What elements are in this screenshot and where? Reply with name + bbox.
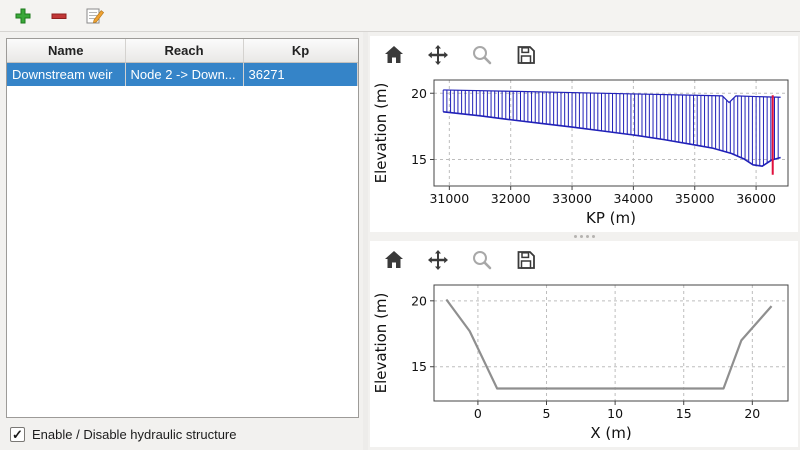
save-icon xyxy=(517,251,535,269)
svg-text:20: 20 xyxy=(744,406,760,421)
zoom-button[interactable] xyxy=(466,40,498,70)
svg-text:20: 20 xyxy=(411,86,427,101)
edit-structure-button[interactable] xyxy=(82,3,108,29)
svg-text:Elevation (m): Elevation (m) xyxy=(372,83,390,184)
svg-text:35000: 35000 xyxy=(675,191,715,206)
cross-section-chart-panel: 0 5 10 15 20 15 20 X (m) Elevation (m) xyxy=(370,241,798,447)
cell-kp[interactable]: 36271 xyxy=(243,62,359,86)
svg-text:34000: 34000 xyxy=(614,191,654,206)
plus-icon xyxy=(15,8,31,23)
main-content: Name Reach Kp Downstream weir Node 2 -> … xyxy=(0,32,800,450)
svg-text:5: 5 xyxy=(543,406,551,421)
table-row[interactable]: Downstream weir Node 2 -> Down... 36271 xyxy=(7,62,359,86)
column-header-name[interactable]: Name xyxy=(7,39,126,63)
remove-structure-button[interactable] xyxy=(46,3,72,29)
main-toolbar xyxy=(0,0,800,32)
svg-text:X (m): X (m) xyxy=(590,424,631,442)
column-header-kp[interactable]: Kp xyxy=(243,39,358,63)
minus-icon xyxy=(51,13,67,19)
home-icon xyxy=(385,46,403,63)
enable-structure-row: ✓ Enable / Disable hydraulic structure xyxy=(6,418,359,446)
edit-icon xyxy=(86,8,105,23)
add-structure-button[interactable] xyxy=(10,3,36,29)
svg-text:15: 15 xyxy=(676,406,692,421)
svg-text:0: 0 xyxy=(474,406,482,421)
horizontal-splitter[interactable] xyxy=(370,232,798,241)
save-icon xyxy=(517,46,535,64)
home-button[interactable] xyxy=(378,245,410,275)
svg-text:20: 20 xyxy=(411,293,427,308)
svg-text:32000: 32000 xyxy=(491,191,531,206)
column-header-reach[interactable]: Reach xyxy=(125,39,244,63)
cell-name[interactable]: Downstream weir xyxy=(7,62,126,86)
table-header-row: Name Reach Kp xyxy=(7,39,358,63)
pan-icon xyxy=(428,45,448,65)
svg-text:10: 10 xyxy=(607,406,623,421)
structures-panel: Name Reach Kp Downstream weir Node 2 -> … xyxy=(0,32,363,450)
pan-button[interactable] xyxy=(422,40,454,70)
home-button[interactable] xyxy=(378,40,410,70)
pan-icon xyxy=(428,250,448,270)
save-button[interactable] xyxy=(510,245,542,275)
svg-text:15: 15 xyxy=(411,152,427,167)
cross-section-chart-toolbar xyxy=(370,241,798,277)
svg-text:33000: 33000 xyxy=(552,191,592,206)
save-button[interactable] xyxy=(510,40,542,70)
profile-chart-toolbar xyxy=(370,36,798,72)
svg-text:36000: 36000 xyxy=(736,191,776,206)
vertical-splitter[interactable] xyxy=(363,32,368,450)
cross-section-chart-canvas[interactable]: 0 5 10 15 20 15 20 X (m) Elevation (m) xyxy=(370,277,798,447)
enable-structure-label: Enable / Disable hydraulic structure xyxy=(32,426,237,442)
svg-text:31000: 31000 xyxy=(429,191,469,206)
cell-reach[interactable]: Node 2 -> Down... xyxy=(125,62,244,86)
svg-text:15: 15 xyxy=(411,359,427,374)
charts-panel: 31000 32000 33000 34000 35000 36000 15 20 KP (m)… xyxy=(368,32,800,450)
svg-text:KP (m): KP (m) xyxy=(586,209,636,227)
pan-button[interactable] xyxy=(422,245,454,275)
zoom-icon xyxy=(473,46,492,65)
profile-chart-canvas[interactable]: 31000 32000 33000 34000 35000 36000 15 20 KP (m)… xyxy=(370,72,798,232)
profile-chart-panel: 31000 32000 33000 34000 35000 36000 15 20 KP (m)… xyxy=(370,36,798,232)
home-icon xyxy=(385,251,403,268)
structures-table-panel: Name Reach Kp Downstream weir Node 2 -> … xyxy=(6,38,360,418)
enable-structure-checkbox[interactable]: ✓ xyxy=(10,426,25,442)
svg-text:Elevation (m): Elevation (m) xyxy=(372,293,390,394)
structures-table: Name Reach Kp Downstream weir Node 2 -> … xyxy=(7,39,359,86)
zoom-button[interactable] xyxy=(466,245,498,275)
zoom-icon xyxy=(473,251,492,270)
